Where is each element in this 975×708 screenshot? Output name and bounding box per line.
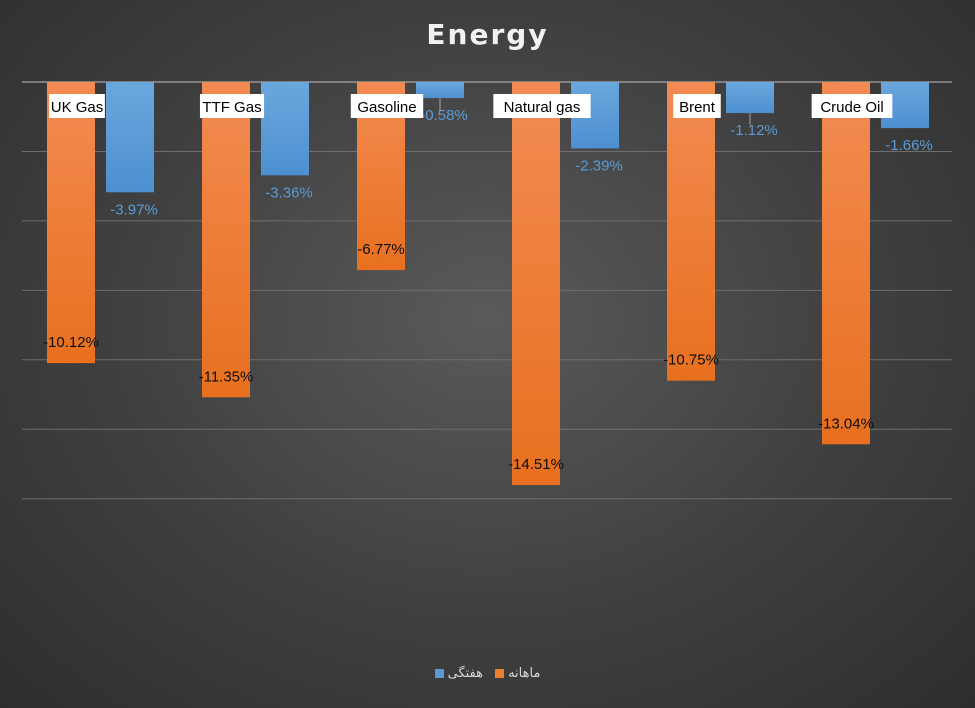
bar-monthly xyxy=(822,82,870,445)
bar-monthly xyxy=(202,82,250,398)
category-label: Brent xyxy=(679,99,716,116)
bar-weekly xyxy=(261,82,309,176)
data-label-weekly: -1.66% xyxy=(885,137,933,154)
data-label-monthly: -13.04% xyxy=(818,415,874,432)
legend-item-weekly: هفتگی xyxy=(434,666,483,681)
bar-monthly xyxy=(512,82,560,486)
data-label-weekly: -0.58% xyxy=(420,107,468,124)
category-label-box xyxy=(49,94,105,118)
bar-monthly xyxy=(47,82,95,364)
chart-title: Energy xyxy=(426,18,549,51)
legend-label-weekly: هفتگی xyxy=(447,666,483,681)
category-label: Natural gas xyxy=(504,99,581,116)
category-label-box xyxy=(493,94,591,118)
bar-weekly xyxy=(106,82,154,193)
category-label: Gasoline xyxy=(357,99,416,116)
legend: هفتگی ماهانه xyxy=(0,666,975,682)
category-label: Crude Oil xyxy=(820,99,883,116)
data-label-weekly: -3.97% xyxy=(110,201,158,218)
legend-swatch-monthly xyxy=(495,669,505,678)
data-label-monthly: -11.35% xyxy=(199,368,254,385)
data-label-monthly: -10.75% xyxy=(663,352,719,369)
category-label: UK Gas xyxy=(51,99,104,116)
legend-swatch-weekly xyxy=(434,669,444,678)
legend-label-monthly: ماهانه xyxy=(508,666,541,681)
data-label-weekly: -3.36% xyxy=(265,184,313,201)
legend-item-monthly: ماهانه xyxy=(495,666,540,681)
category-label-box xyxy=(673,94,721,118)
bar-monthly xyxy=(667,82,715,381)
data-label-monthly: -10.12% xyxy=(43,334,99,351)
data-label-monthly: -6.77% xyxy=(357,241,405,258)
bar-weekly xyxy=(726,82,774,114)
bar-weekly xyxy=(416,82,464,99)
category-label-box xyxy=(199,94,265,118)
data-label-weekly: -1.12% xyxy=(730,122,778,139)
category-label-box xyxy=(811,94,893,118)
data-label-monthly: -14.51% xyxy=(508,456,564,473)
category-label-box xyxy=(350,94,424,118)
data-label-weekly: -2.39% xyxy=(575,157,623,174)
category-label: TTF Gas xyxy=(202,99,261,116)
